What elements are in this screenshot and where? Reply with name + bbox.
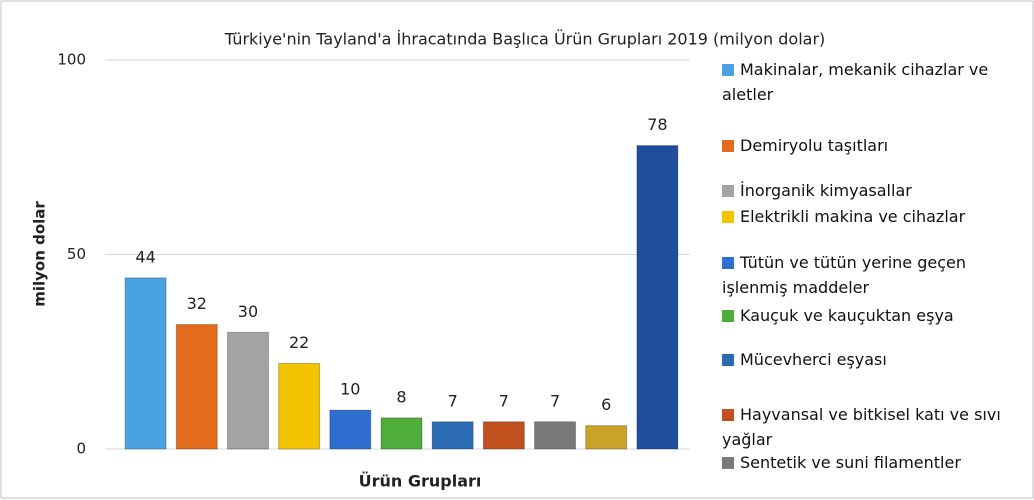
legend-label: Tütün ve tütün yerine geçen işlenmiş mad… <box>722 253 966 297</box>
legend-entry: Makinalar, mekanik cihazlar ve aletler <box>722 57 1022 107</box>
bar <box>175 324 218 450</box>
data-label: 78 <box>647 115 667 134</box>
data-label: 22 <box>289 333 309 352</box>
data-label: 7 <box>448 391 458 410</box>
y-axis-title: milyon dolar <box>31 201 49 307</box>
bar <box>278 362 321 450</box>
data-label: 44 <box>135 247 155 266</box>
legend-label: Kauçuk ve kauçuktan eşya <box>740 306 954 325</box>
legend-swatch <box>722 140 734 152</box>
bar <box>380 417 423 450</box>
bar <box>431 421 474 450</box>
data-label: 10 <box>340 380 360 399</box>
legend-label: Elektrikli makina ve cihazlar <box>740 207 966 226</box>
data-label: 30 <box>238 302 258 321</box>
legend-label: Sentetik ve suni filamentler <box>740 453 961 472</box>
y-tick-label: 100 <box>57 51 86 69</box>
legend-entry: Kauçuk ve kauçuktan eşya <box>722 303 1022 328</box>
legend-entry: Demiryolu taşıtları <box>722 133 1022 158</box>
legend-swatch <box>722 64 734 76</box>
chart-title: Türkiye'nin Tayland'a İhracatında Başlıc… <box>224 30 826 49</box>
legend-label: Demiryolu taşıtları <box>740 136 889 155</box>
legend-swatch <box>722 211 734 223</box>
y-tick-label: 0 <box>76 440 86 458</box>
legend-entry: Elektrikli makina ve cihazlar <box>722 204 1022 229</box>
legend-label: Mücevherci eşyası <box>740 350 887 369</box>
bar <box>482 421 525 450</box>
legend-swatch <box>722 257 734 269</box>
y-tick-label: 50 <box>67 245 86 263</box>
legend-entry: Mücevherci eşyası <box>722 347 1022 372</box>
bar <box>534 421 577 450</box>
legend-swatch <box>722 354 734 366</box>
bar <box>226 331 269 450</box>
legend-entry: İnorganik kimyasallar <box>722 178 1022 203</box>
x-axis-title: Ürün Grupları <box>359 472 482 491</box>
legend-swatch <box>722 409 734 421</box>
bar <box>636 145 679 450</box>
bar <box>329 409 372 450</box>
legend-swatch <box>722 457 734 469</box>
legend-label: İnorganik kimyasallar <box>740 181 912 200</box>
data-label: 7 <box>550 391 560 410</box>
legend-entry: Sentetik ve suni filamentler <box>722 450 1022 475</box>
legend-swatch <box>722 310 734 322</box>
bar <box>124 277 167 450</box>
data-label: 8 <box>396 387 406 406</box>
legend-entry: Tütün ve tütün yerine geçen işlenmiş mad… <box>722 250 1022 300</box>
data-label: 6 <box>601 395 611 414</box>
legend-swatch <box>722 185 734 197</box>
bar <box>585 425 628 450</box>
legend-label: Hayvansal ve bitkisel katı ve sıvı yağla… <box>722 405 1001 449</box>
data-label: 7 <box>499 391 509 410</box>
legend-entry: Hayvansal ve bitkisel katı ve sıvı yağla… <box>722 402 1022 452</box>
data-label: 32 <box>187 294 207 313</box>
legend-label: Makinalar, mekanik cihazlar ve aletler <box>722 60 989 104</box>
